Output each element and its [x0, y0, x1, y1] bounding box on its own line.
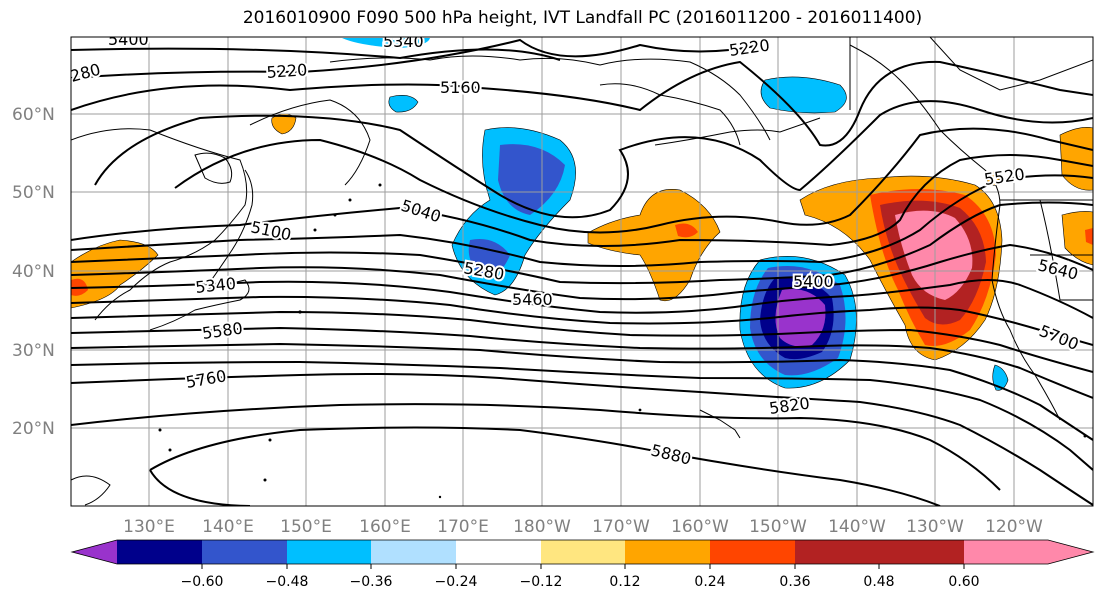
- lon-label-170e: 170°E: [437, 517, 489, 537]
- lat-label-40n: 40°N: [12, 262, 55, 282]
- colorbar-tick-label: 0.12: [609, 574, 640, 590]
- colorbar-bin: [371, 540, 456, 564]
- negative-anomaly-gulf-of-alaska: [342, 38, 847, 114]
- lon-label-150e: 150°E: [280, 517, 332, 537]
- lat-label-50n: 50°N: [12, 183, 55, 203]
- lon-label-120w: 120°W: [985, 517, 1043, 537]
- colorbar-min-extend: [72, 540, 117, 564]
- graticule: [71, 37, 1093, 506]
- latitude-labels: 60°N 50°N 40°N 30°N 20°N: [12, 105, 55, 439]
- contour-label-5400-low: 5400: [793, 272, 834, 291]
- lon-label-180w: 180°W: [513, 517, 571, 537]
- colorbar-outline: [70, 539, 1095, 565]
- colorbar: −0.60 −0.48 −0.36 −0.24 −0.12 0.12 0.24 …: [70, 539, 1095, 590]
- lon-label-170w: 170°W: [592, 517, 650, 537]
- colorbar-tick-label: 0.36: [779, 574, 810, 590]
- colorbar-ticks: [201, 564, 965, 569]
- lon-label-150w: 150°W: [749, 517, 807, 537]
- colorbar-tick-label: −0.60: [181, 574, 224, 590]
- colorbar-bin: [456, 540, 541, 564]
- colorbar-tick-label: −0.48: [266, 574, 309, 590]
- contour-label-5400-nw: 5400: [108, 30, 149, 49]
- contour-label-5220-west: 5220: [266, 60, 308, 82]
- positive-anomaly-central-pacific: [587, 188, 721, 302]
- contour-label-5160: 5160: [440, 78, 481, 97]
- lon-label-160w: 160°W: [671, 517, 729, 537]
- lon-label-130e: 130°E: [123, 517, 175, 537]
- colorbar-bin: [795, 540, 879, 564]
- colorbar-bin: [117, 540, 202, 564]
- lon-label-130w: 130°W: [906, 517, 964, 537]
- colorbar-tick-label: −0.12: [520, 574, 563, 590]
- map-title: 2016010900 F090 500 hPa height, IVT Land…: [242, 8, 923, 28]
- colorbar-bin: [964, 540, 1048, 564]
- colorbar-max-extend: [1048, 540, 1093, 564]
- colorbar-bin: [710, 540, 795, 564]
- lat-label-60n: 60°N: [12, 105, 55, 125]
- map-frame: [70, 36, 1094, 507]
- colorbar-bin: [625, 540, 710, 564]
- colorbar-tick-label: 0.24: [694, 574, 725, 590]
- colorbar-tick-label: −0.36: [350, 574, 393, 590]
- colorbar-bin: [287, 540, 371, 564]
- contour-label-5460: 5460: [512, 290, 553, 309]
- colorbar-tick-label: −0.24: [435, 574, 478, 590]
- lon-label-140e: 140°E: [202, 517, 254, 537]
- colorbar-bin: [879, 540, 964, 564]
- height-contours: [71, 38, 1093, 506]
- longitude-labels: 130°E 140°E 150°E 160°E 170°E 180°W 170°…: [123, 517, 1043, 537]
- colorbar-tick-label: 0.48: [863, 574, 894, 590]
- colorbar-tick-label: 0.60: [948, 574, 979, 590]
- lon-label-140w: 140°W: [828, 517, 886, 537]
- lon-label-160e: 160°E: [359, 517, 411, 537]
- colorbar-bin: [202, 540, 287, 564]
- lat-label-20n: 20°N: [12, 419, 55, 439]
- colorbar-bin: [541, 540, 625, 564]
- map-panel: 5400 5340 5220 5160 280 5220 5040 5100 5…: [71, 30, 1093, 506]
- contour-label-5340-north: 5340: [383, 32, 424, 51]
- lat-label-30n: 30°N: [12, 341, 55, 361]
